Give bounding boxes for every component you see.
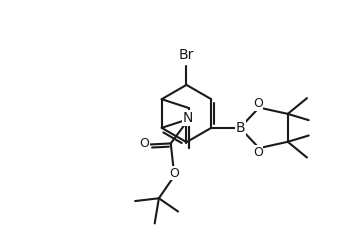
Text: O: O xyxy=(253,97,263,110)
Text: O: O xyxy=(253,146,263,159)
Text: O: O xyxy=(139,137,149,150)
Text: N: N xyxy=(182,111,193,125)
Text: Br: Br xyxy=(179,48,194,62)
Text: B: B xyxy=(236,121,245,135)
Text: O: O xyxy=(169,167,179,180)
